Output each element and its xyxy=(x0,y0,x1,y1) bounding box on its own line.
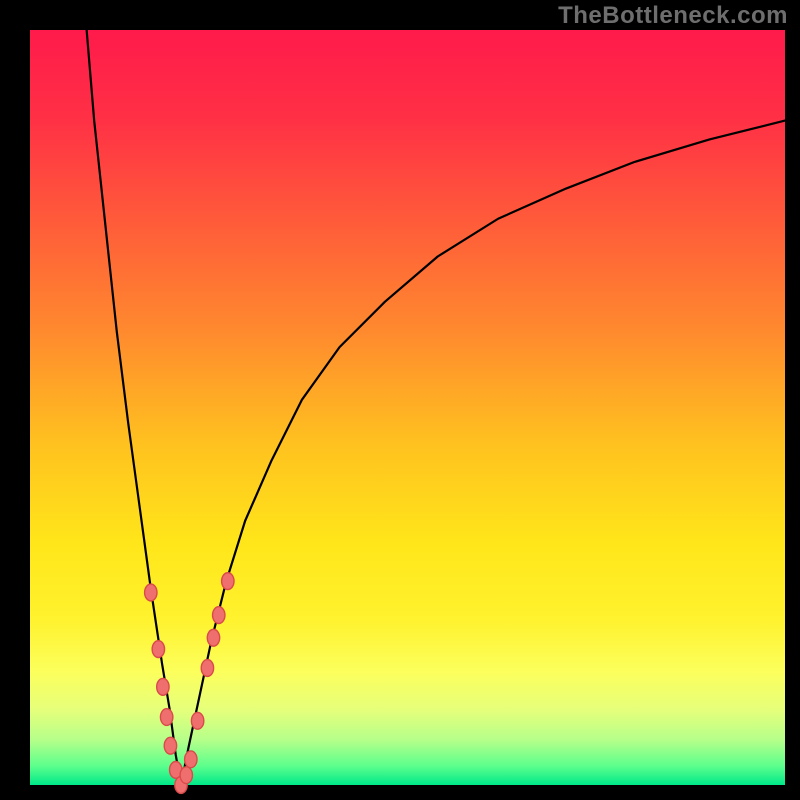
chart-frame: TheBottleneck.com xyxy=(0,0,800,800)
data-marker xyxy=(185,751,197,768)
data-marker xyxy=(180,767,192,784)
plot-area xyxy=(30,30,785,785)
data-marker xyxy=(145,584,157,601)
data-marker xyxy=(213,607,225,624)
chart-svg xyxy=(0,0,800,800)
data-marker xyxy=(201,660,213,677)
data-marker xyxy=(157,678,169,695)
data-marker xyxy=(164,737,176,754)
data-marker xyxy=(160,709,172,726)
data-marker xyxy=(222,573,234,590)
data-marker xyxy=(191,712,203,729)
data-marker xyxy=(152,641,164,658)
data-marker xyxy=(207,629,219,646)
